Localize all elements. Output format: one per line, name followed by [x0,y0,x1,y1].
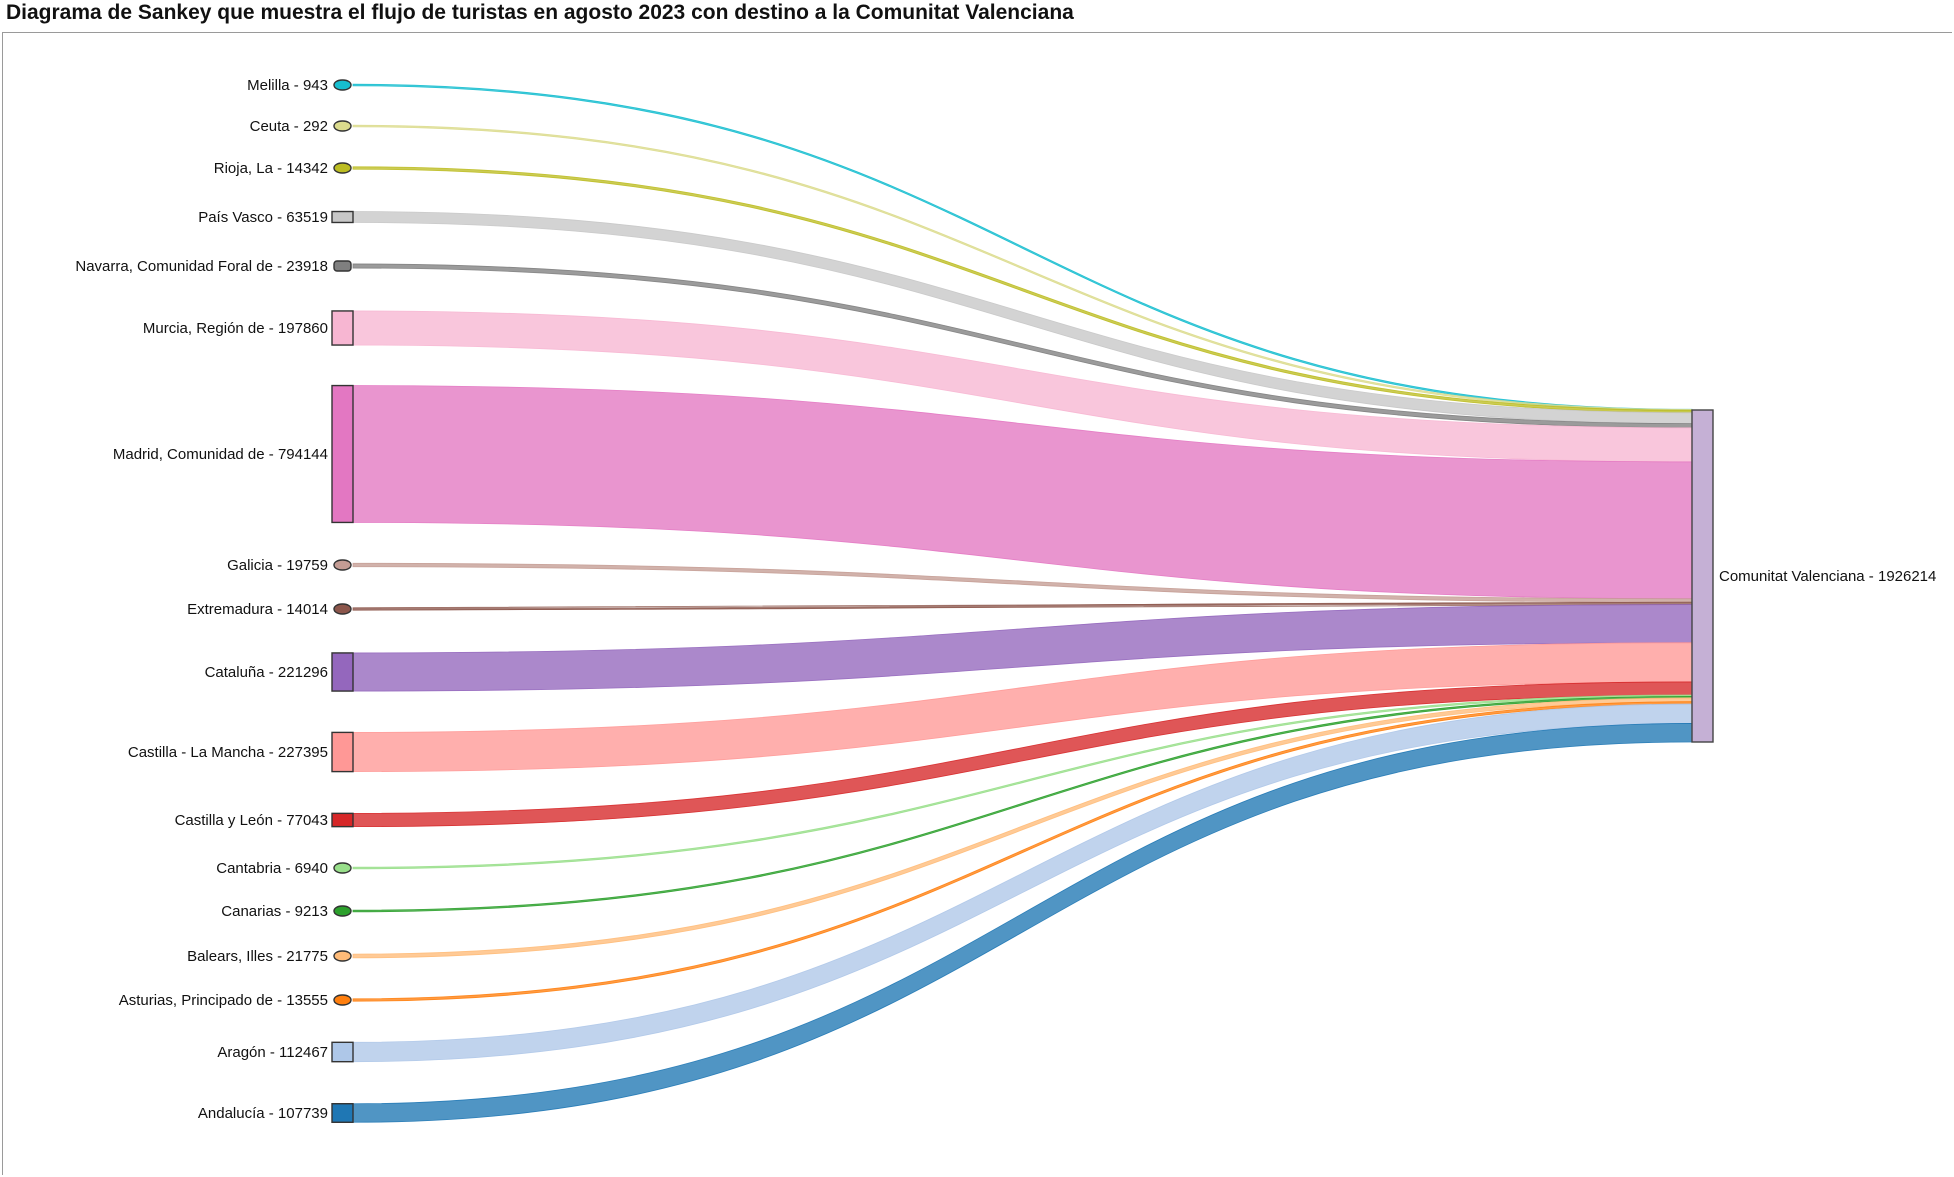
node-balears-illes[interactable] [333,950,352,962]
node-label-cantabria: Cantabria - 6940 [216,860,328,877]
link-ceuta [352,124,1693,412]
sankey-labels: Melilla - 943 Ceuta - 292 Rioja, La - 1434… [75,77,1936,1122]
node-rioja-la[interactable] [333,162,352,174]
node-label-melilla: Melilla - 943 [247,77,328,94]
node-label-ceuta: Ceuta - 292 [250,118,328,135]
chart-title: Diagrama de Sankey que muestra el flujo … [6,1,1074,24]
node-aragon[interactable] [331,1041,354,1063]
node-melilla[interactable] [333,79,352,91]
node-castilla-la-mancha[interactable] [331,731,354,773]
node-cataluna[interactable] [331,652,354,692]
node-murcia-region-de[interactable] [331,310,354,346]
node-label-canarias: Canarias - 9213 [221,903,328,920]
link-andalucia [352,723,1693,1123]
node-label-asturias-principado-de: Asturias, Principado de - 13555 [119,992,328,1009]
node-label-castilla-y-leon: Castilla y León - 77043 [175,812,328,829]
node-label-pais-vasco: País Vasco - 63519 [198,209,328,226]
chart-frame [2,32,1952,1175]
node-pais-vasco[interactable] [331,210,354,224]
node-label-galicia: Galicia - 19759 [227,557,328,574]
node-extremadura[interactable] [333,603,352,615]
node-label-aragon: Aragón - 112467 [217,1044,328,1061]
node-navarra-comunidad-foral-de[interactable] [333,260,352,272]
node-label-madrid-comunidad-de: Madrid, Comunidad de - 794144 [113,446,328,463]
node-canarias[interactable] [333,905,352,917]
node-cantabria[interactable] [333,862,352,874]
node-andalucia[interactable] [331,1103,354,1123]
node-label-andalucia: Andalucía - 107739 [198,1105,328,1122]
node-comunitat-valenciana[interactable] [1691,409,1714,743]
sankey-nodes [331,79,1714,1123]
node-ceuta[interactable] [333,120,352,132]
node-label-balears-illes: Balears, Illes - 21775 [187,948,328,965]
node-castilla-y-leon[interactable] [331,812,354,828]
node-label-castilla-la-mancha: Castilla - La Mancha - 227395 [128,744,328,761]
node-label-rioja-la: Rioja, La - 14342 [214,160,328,177]
node-galicia[interactable] [333,559,352,571]
node-label-cataluna: Cataluña - 221296 [205,664,328,681]
node-label-navarra-comunidad-foral-de: Navarra, Comunidad Foral de - 23918 [75,258,328,275]
node-label-comunitat-valenciana: Comunitat Valenciana - 1926214 [1719,568,1936,585]
node-label-extremadura: Extremadura - 14014 [187,601,328,618]
node-label-murcia-region-de: Murcia, Región de - 197860 [143,320,328,337]
node-asturias-principado-de[interactable] [333,994,352,1006]
link-melilla [352,83,1693,412]
sankey-links [352,83,1693,1123]
node-madrid-comunidad-de[interactable] [331,384,354,524]
